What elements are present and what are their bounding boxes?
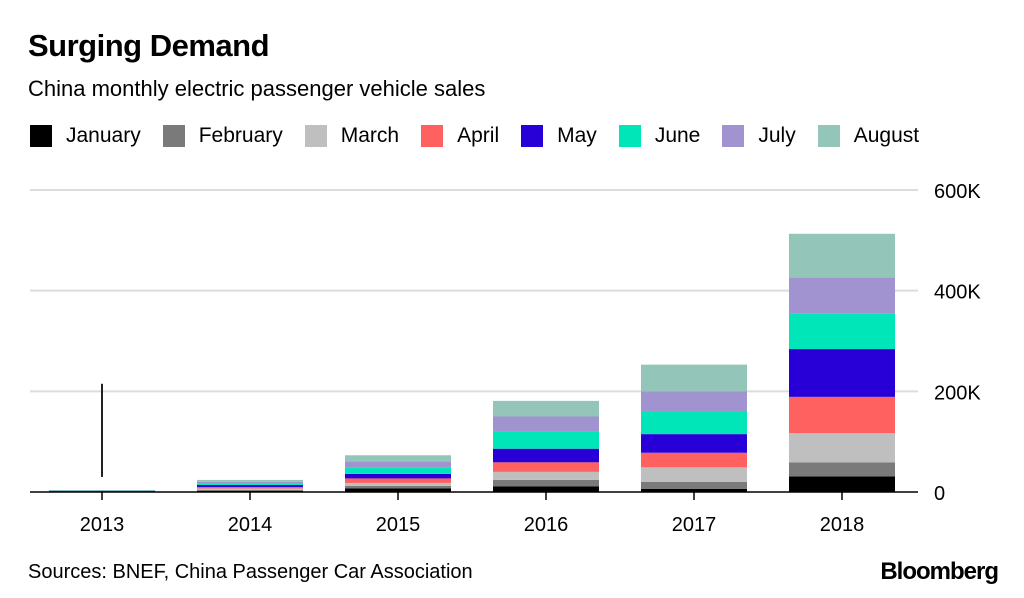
bar-segment-may-2016 [493, 448, 599, 463]
bar-segment-april-2014 [197, 486, 303, 489]
bar-segment-may-2017 [641, 434, 747, 453]
bar-segment-february-2015 [345, 485, 451, 489]
x-tick-label: 2013 [80, 514, 125, 536]
bar-segment-january-2015 [345, 488, 451, 492]
bar-segment-april-2015 [345, 478, 451, 483]
legend-label: August [853, 124, 920, 147]
y-tick-label: 200K [934, 382, 981, 404]
chart-subtitle: China monthly electric passenger vehicle… [28, 76, 486, 101]
bar-segment-june-2015 [345, 467, 451, 474]
bar-segment-april-2016 [493, 462, 599, 472]
bar-segment-august-2017 [641, 364, 747, 392]
bar-segment-august-2015 [345, 455, 451, 462]
bar-segment-june-2014 [197, 483, 303, 485]
bar-segment-february-2016 [493, 479, 599, 487]
legend-item-january: January [30, 124, 141, 148]
bar-segment-april-2017 [641, 452, 747, 468]
bar-segment-july-2017 [641, 391, 747, 412]
legend-item-february: February [162, 124, 283, 148]
bar-segment-may-2015 [345, 473, 451, 479]
x-tick-label: 2014 [228, 514, 273, 536]
x-tick-label: 2017 [672, 514, 717, 536]
bar-segment-january-2016 [493, 486, 599, 492]
y-tick-label: 0 [934, 483, 945, 505]
bar-segment-march-2017 [641, 467, 747, 482]
legend-swatch [304, 125, 327, 147]
legend: January February March April May June July Augu… [30, 124, 941, 148]
bar-segment-august-2014 [197, 479, 303, 482]
legend-item-march: March [304, 124, 400, 148]
legend-swatch [618, 125, 641, 147]
bar-segment-january-2018 [789, 476, 895, 492]
bar-segment-june-2016 [493, 431, 599, 449]
legend-swatch [30, 125, 52, 147]
bar-segment-august-2016 [493, 400, 599, 417]
bar-segment-july-2015 [345, 461, 451, 468]
legend-label: March [340, 124, 400, 147]
bar-segment-august-2013 [49, 489, 155, 491]
legend-label: February [198, 124, 283, 147]
bar-segment-june-2017 [641, 411, 747, 435]
legend-item-july: July [722, 124, 796, 148]
legend-swatch [521, 125, 544, 147]
brand-logo: Bloomberg [880, 558, 999, 585]
bar-segment-june-2018 [789, 313, 895, 350]
legend-item-june: June [618, 124, 701, 148]
legend-label: May [557, 124, 597, 147]
legend-item-may: May [521, 124, 597, 148]
legend-swatch [817, 125, 840, 147]
bar-segment-march-2018 [789, 433, 895, 463]
bar-segment-march-2015 [345, 482, 451, 486]
x-tick-label: 2018 [820, 514, 865, 536]
x-tick-label: 2016 [524, 514, 569, 536]
bar-segment-april-2018 [789, 396, 895, 434]
legend-swatch [421, 125, 444, 147]
bar-segment-may-2018 [789, 349, 895, 397]
bar-segment-march-2016 [493, 471, 599, 480]
bar-segment-may-2014 [197, 484, 303, 487]
source-note: Sources: BNEF, China Passenger Car Assoc… [28, 561, 473, 583]
bar-segment-february-2017 [641, 481, 747, 489]
bar-segment-june-2013 [49, 490, 155, 492]
y-tick-label: 600K [934, 181, 981, 203]
legend-label: April [457, 124, 500, 147]
bar-segment-august-2018 [789, 233, 895, 278]
chart-title: Surging Demand [28, 28, 270, 63]
x-tick-label: 2015 [376, 514, 421, 536]
bar-segment-february-2018 [789, 462, 895, 477]
y-tick-label: 400K [934, 282, 981, 304]
bar-segment-july-2016 [493, 416, 599, 432]
legend-item-april: April [421, 124, 499, 148]
legend-label: June [654, 124, 701, 147]
legend-label: July [758, 124, 796, 147]
bar-segment-july-2014 [197, 481, 303, 484]
legend-swatch [162, 125, 185, 147]
bar-segment-january-2017 [641, 488, 747, 492]
legend-item-august: August [817, 124, 920, 148]
legend-label: January [66, 124, 141, 147]
bar-segment-february-2014 [197, 489, 303, 491]
bar-segment-july-2018 [789, 277, 895, 314]
bar-segment-march-2014 [197, 488, 303, 490]
legend-swatch [722, 125, 745, 147]
